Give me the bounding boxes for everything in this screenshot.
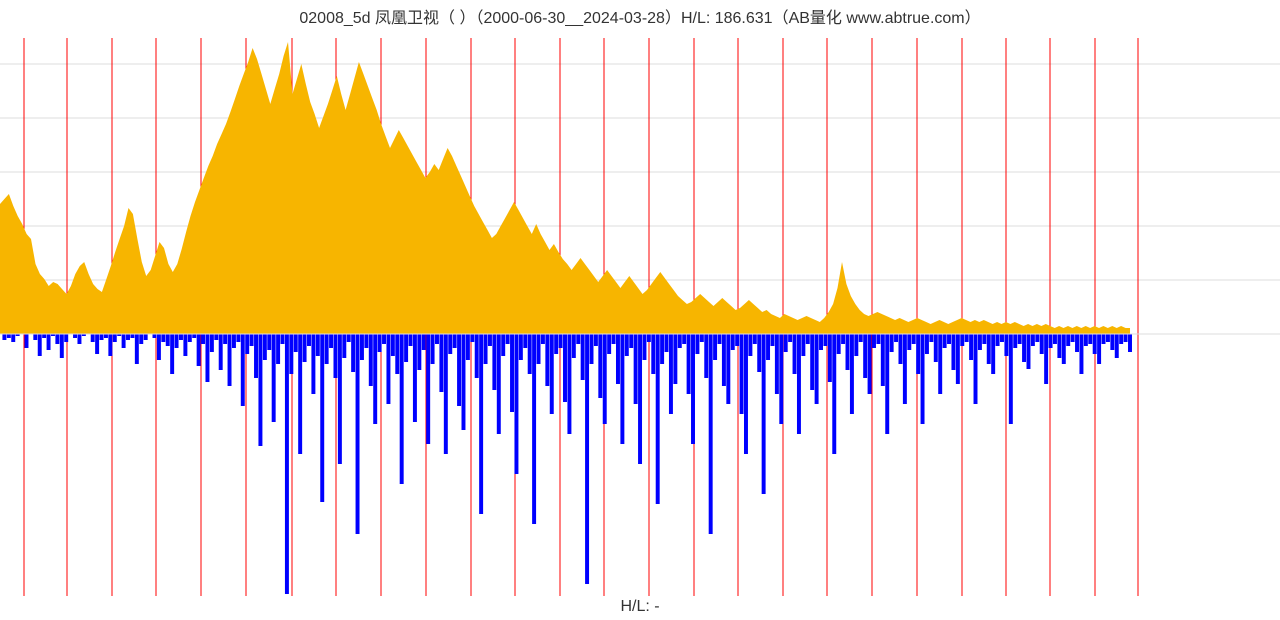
chart-svg bbox=[0, 26, 1280, 596]
chart-footer: H/L: - bbox=[0, 596, 1280, 620]
chart-title: 02008_5d 凤凰卫视（ ）（2000-06-30__2024-03-28）… bbox=[0, 0, 1280, 26]
chart-plot-area bbox=[0, 26, 1280, 596]
